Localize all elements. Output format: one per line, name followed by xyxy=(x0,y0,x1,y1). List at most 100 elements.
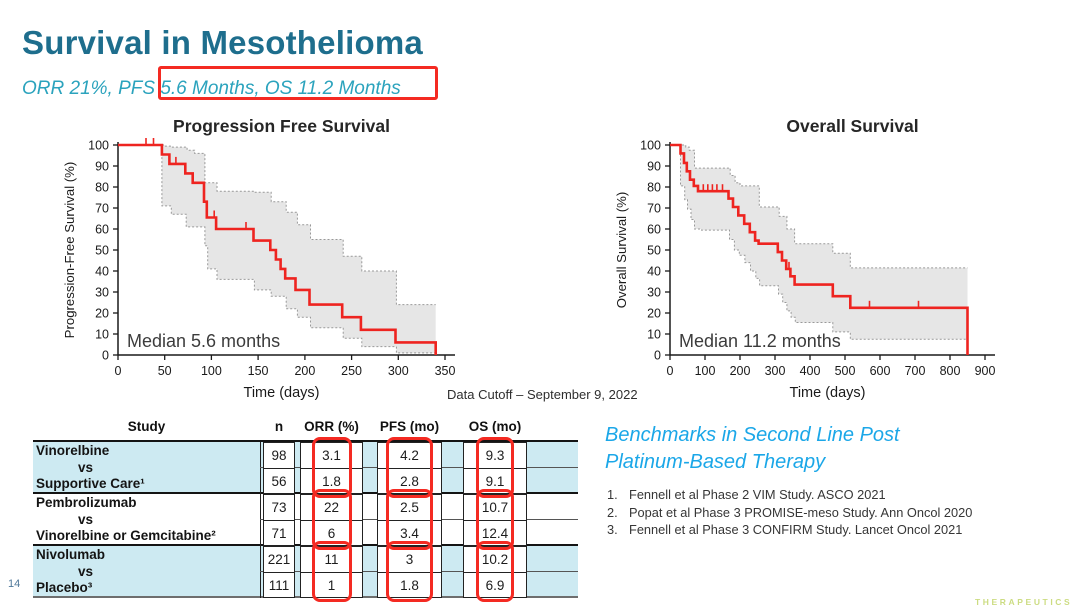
study-cell: Nivolumab vs Placebo³ xyxy=(33,546,260,598)
reference-item: 3. Fennell et al Phase 3 CONFIRM Study. L… xyxy=(607,521,972,539)
x-tick-label: 50 xyxy=(158,364,172,378)
x-tick-label: 0 xyxy=(667,364,674,378)
n-value-box: 98 56 xyxy=(263,442,295,494)
pfs-value: 3.4 xyxy=(400,525,419,541)
n-value: 221 xyxy=(264,547,294,573)
reference-text: Fennell et al Phase 2 VIM Study. ASCO 20… xyxy=(629,487,886,502)
orr-value: 22 xyxy=(301,495,362,521)
x-tick-label: 250 xyxy=(341,364,362,378)
highlight-box-pfs xyxy=(386,437,433,498)
x-axis-label: Time (days) xyxy=(244,385,320,401)
pfs-value: 2.5 xyxy=(378,495,441,521)
y-tick-label: 0 xyxy=(654,349,661,363)
km-survival-curve xyxy=(670,143,969,355)
os-value-box: 9.3 9.1 xyxy=(463,442,527,494)
y-tick-label: 60 xyxy=(95,223,109,237)
study-label-line: Nivolumab xyxy=(36,547,106,562)
benchmarks-heading-line2: Platinum-Based Therapy xyxy=(605,451,826,473)
os-value: 12.4 xyxy=(481,525,509,541)
pfs-value: 1.8 xyxy=(400,577,419,593)
orr-value: 11 xyxy=(301,547,362,573)
y-tick-label: 80 xyxy=(647,181,661,195)
x-tick-label: 350 xyxy=(435,364,456,378)
n-value: 98 xyxy=(264,443,294,469)
y-tick-label: 10 xyxy=(647,328,661,342)
n-value: 111 xyxy=(268,577,290,593)
x-tick-label: 800 xyxy=(940,364,961,378)
x-tick-label: 200 xyxy=(294,364,315,378)
column-header: Study xyxy=(127,419,166,434)
x-tick-label: 100 xyxy=(201,364,222,378)
n-value-box: 221 111 xyxy=(263,546,295,598)
median-annotation: Median 5.6 months xyxy=(127,331,280,351)
reference-list: 1. Fennell et al Phase 2 VIM Study. ASCO … xyxy=(607,486,972,539)
therapeutics-logo-text: THERAPEUTICS xyxy=(975,597,1073,607)
n-value: 56 xyxy=(271,473,287,489)
os-value-box: 10.2 6.9 xyxy=(463,546,527,598)
y-tick-label: 70 xyxy=(95,202,109,216)
x-tick-label: 200 xyxy=(730,364,751,378)
data-cutoff-note: Data Cutoff – September 9, 2022 xyxy=(447,387,638,402)
highlight-box-pfs xyxy=(386,489,433,550)
orr-value: 3.1 xyxy=(301,443,362,469)
column-header: n xyxy=(274,419,284,434)
study-label-line: Placebo³ xyxy=(36,580,93,596)
y-tick-label: 70 xyxy=(647,202,661,216)
n-value-box: 73 71 xyxy=(263,494,295,546)
x-tick-label: 400 xyxy=(800,364,821,378)
km-survival-curve xyxy=(118,143,437,355)
orr-value: 6 xyxy=(327,525,336,541)
os-value: 10.7 xyxy=(464,495,526,521)
table-row-group: Vinorelbine vs Supportive Care¹ 98 56 3.1 1.8 4… xyxy=(33,437,578,498)
y-tick-label: 40 xyxy=(647,265,661,279)
reference-number: 3. xyxy=(607,522,618,538)
x-tick-label: 300 xyxy=(388,364,409,378)
study-label-line: vs xyxy=(78,459,94,475)
y-axis-label: Progression-Free Survival (%) xyxy=(62,162,77,339)
y-tick-label: 30 xyxy=(647,286,661,300)
highlight-box-os xyxy=(476,541,514,602)
highlight-box-subtitle xyxy=(158,66,438,100)
pfs-km-chart: 0 10 20 30 40 50 60 70 80 90 100 0 50 100 150 200 250 300… xyxy=(62,116,456,401)
study-label-line: Supportive Care¹ xyxy=(36,476,145,492)
study-label-line: vs xyxy=(78,511,94,527)
y-tick-label: 20 xyxy=(647,307,661,321)
study-label-line: Vinorelbine or Gemcitabine² xyxy=(36,528,216,544)
x-axis-label: Time (days) xyxy=(790,385,866,401)
reference-item: 1. Fennell et al Phase 2 VIM Study. ASCO … xyxy=(607,486,972,504)
highlight-box-orr xyxy=(311,437,352,498)
reference-text: Popat et al Phase 3 PROMISE-meso Study. … xyxy=(629,504,973,520)
highlight-box-orr xyxy=(311,489,352,550)
y-tick-label: 60 xyxy=(647,223,661,237)
benchmark-table: Study n ORR (%) PFS (mo) OS (mo) Vinorelbine… xyxy=(33,419,578,602)
pfs-value: 4.2 xyxy=(378,443,441,469)
confidence-band xyxy=(670,145,968,340)
column-header: OS (mo) xyxy=(468,419,522,434)
os-km-chart: 0 10 20 30 40 50 60 70 80 90 100 0 100 200 300 400 500 60… xyxy=(614,116,995,401)
y-tick-label: 30 xyxy=(95,286,109,300)
orr-value-box: 22 6 xyxy=(300,494,363,546)
x-tick-label: 300 xyxy=(765,364,786,378)
chart-title: Overall Survival xyxy=(786,116,918,136)
slide-page-number: 14 xyxy=(8,578,21,590)
benchmarks-heading-line1: Benchmarks in Second Line Post xyxy=(605,424,900,446)
y-axis-label: Overall Survival (%) xyxy=(614,192,629,309)
confidence-band-upper-edge xyxy=(118,144,436,306)
x-tick-label: 700 xyxy=(905,364,926,378)
study-label-line: Pembrolizumab xyxy=(36,495,137,510)
y-tick-label: 100 xyxy=(640,139,661,153)
os-value-box: 10.7 12.4 xyxy=(463,494,527,546)
reference-item: 2. Popat et al Phase 3 PROMISE-meso Study… xyxy=(607,504,972,522)
y-tick-label: 20 xyxy=(95,307,109,321)
table-header-row: Study n ORR (%) PFS (mo) OS (mo) xyxy=(33,419,578,440)
x-tick-label: 100 xyxy=(695,364,716,378)
reference-number: 1. xyxy=(607,487,618,502)
x-tick-label: 600 xyxy=(870,364,891,378)
x-tick-label: 150 xyxy=(248,364,269,378)
os-value: 10.2 xyxy=(464,547,526,573)
y-tick-label: 90 xyxy=(95,160,109,174)
orr-value: 1.8 xyxy=(322,473,341,489)
median-annotation: Median 11.2 months xyxy=(679,331,841,351)
y-tick-label: 40 xyxy=(95,265,109,279)
